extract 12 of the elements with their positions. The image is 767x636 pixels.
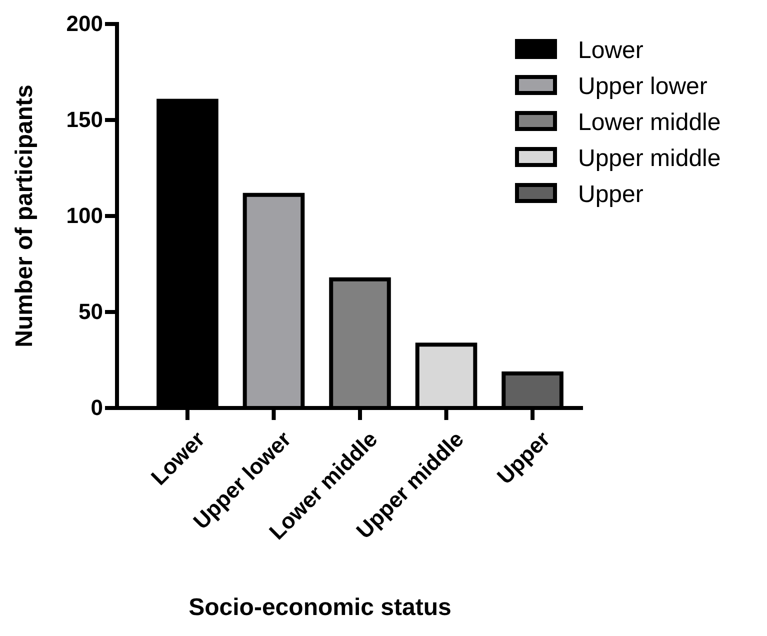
y-tick-label: 150 xyxy=(66,107,103,132)
legend-label: Lower middle xyxy=(578,109,721,136)
legend-label: Upper xyxy=(578,181,644,208)
y-tick-label: 0 xyxy=(90,395,103,420)
y-tick-label: 50 xyxy=(78,299,103,324)
legend-label: Upper middle xyxy=(578,145,721,172)
y-tick-label: 200 xyxy=(66,11,103,36)
y-axis-title: Number of participants xyxy=(11,84,38,348)
legend-label: Upper lower xyxy=(578,73,708,100)
y-tick-label: 100 xyxy=(66,203,103,228)
legend-label: Lower xyxy=(578,37,644,64)
x-axis-title: Socio-economic status xyxy=(188,594,452,621)
